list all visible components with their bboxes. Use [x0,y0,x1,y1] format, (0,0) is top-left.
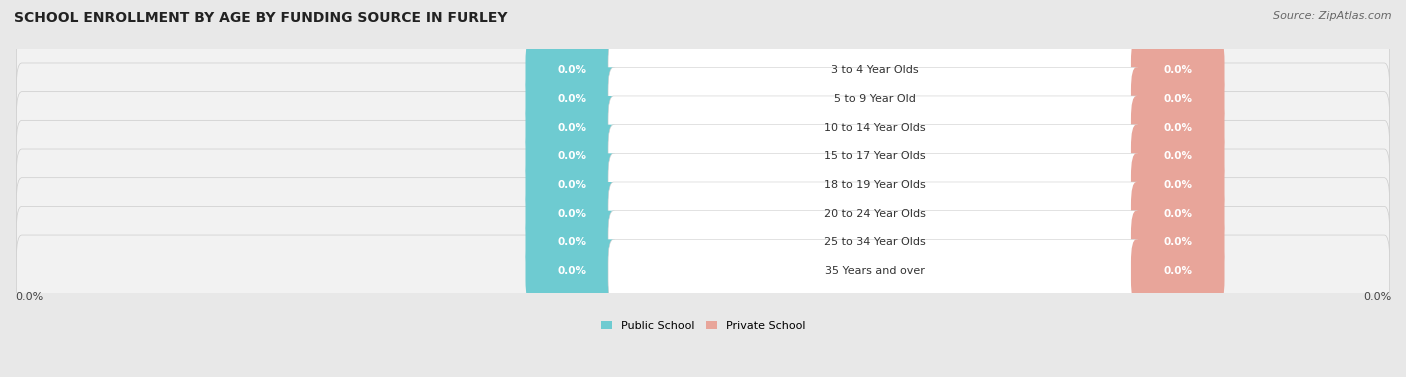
Text: 0.0%: 0.0% [558,266,586,276]
Text: 5 to 9 Year Old: 5 to 9 Year Old [834,94,915,104]
FancyBboxPatch shape [526,153,619,217]
FancyBboxPatch shape [526,211,619,274]
Text: 15 to 17 Year Olds: 15 to 17 Year Olds [824,152,925,161]
Text: 0.0%: 0.0% [1163,123,1192,133]
FancyBboxPatch shape [607,153,1142,217]
FancyBboxPatch shape [607,125,1142,188]
Text: 0.0%: 0.0% [1163,66,1192,75]
FancyBboxPatch shape [17,34,1389,107]
FancyBboxPatch shape [17,178,1389,250]
FancyBboxPatch shape [1130,67,1225,131]
Text: 0.0%: 0.0% [558,123,586,133]
FancyBboxPatch shape [607,239,1142,303]
Text: 25 to 34 Year Olds: 25 to 34 Year Olds [824,238,927,247]
FancyBboxPatch shape [17,206,1389,279]
Text: 0.0%: 0.0% [558,238,586,247]
Text: 0.0%: 0.0% [558,209,586,219]
Text: 10 to 14 Year Olds: 10 to 14 Year Olds [824,123,925,133]
Text: 18 to 19 Year Olds: 18 to 19 Year Olds [824,180,927,190]
FancyBboxPatch shape [526,38,619,102]
FancyBboxPatch shape [1130,182,1225,246]
FancyBboxPatch shape [1130,96,1225,159]
FancyBboxPatch shape [607,38,1142,102]
FancyBboxPatch shape [17,149,1389,221]
Text: 0.0%: 0.0% [1163,94,1192,104]
FancyBboxPatch shape [526,125,619,188]
Text: 0.0%: 0.0% [558,66,586,75]
FancyBboxPatch shape [526,96,619,159]
FancyBboxPatch shape [607,211,1142,274]
FancyBboxPatch shape [1130,153,1225,217]
Text: 35 Years and over: 35 Years and over [825,266,925,276]
Text: 0.0%: 0.0% [1163,180,1192,190]
FancyBboxPatch shape [607,182,1142,246]
Text: 0.0%: 0.0% [558,180,586,190]
Text: 0.0%: 0.0% [1163,209,1192,219]
FancyBboxPatch shape [607,96,1142,159]
FancyBboxPatch shape [607,67,1142,131]
Text: SCHOOL ENROLLMENT BY AGE BY FUNDING SOURCE IN FURLEY: SCHOOL ENROLLMENT BY AGE BY FUNDING SOUR… [14,11,508,25]
Text: 20 to 24 Year Olds: 20 to 24 Year Olds [824,209,927,219]
FancyBboxPatch shape [17,63,1389,135]
Text: 0.0%: 0.0% [1362,292,1391,302]
FancyBboxPatch shape [526,182,619,246]
FancyBboxPatch shape [1130,125,1225,188]
Text: 0.0%: 0.0% [1163,238,1192,247]
FancyBboxPatch shape [1130,38,1225,102]
FancyBboxPatch shape [526,239,619,303]
FancyBboxPatch shape [17,235,1389,307]
FancyBboxPatch shape [17,120,1389,193]
FancyBboxPatch shape [1130,211,1225,274]
Text: 3 to 4 Year Olds: 3 to 4 Year Olds [831,66,918,75]
Legend: Public School, Private School: Public School, Private School [600,321,806,331]
FancyBboxPatch shape [526,67,619,131]
Text: 0.0%: 0.0% [1163,266,1192,276]
Text: 0.0%: 0.0% [558,152,586,161]
Text: 0.0%: 0.0% [15,292,44,302]
FancyBboxPatch shape [1130,239,1225,303]
FancyBboxPatch shape [17,92,1389,164]
Text: 0.0%: 0.0% [558,94,586,104]
Text: Source: ZipAtlas.com: Source: ZipAtlas.com [1274,11,1392,21]
Text: 0.0%: 0.0% [1163,152,1192,161]
